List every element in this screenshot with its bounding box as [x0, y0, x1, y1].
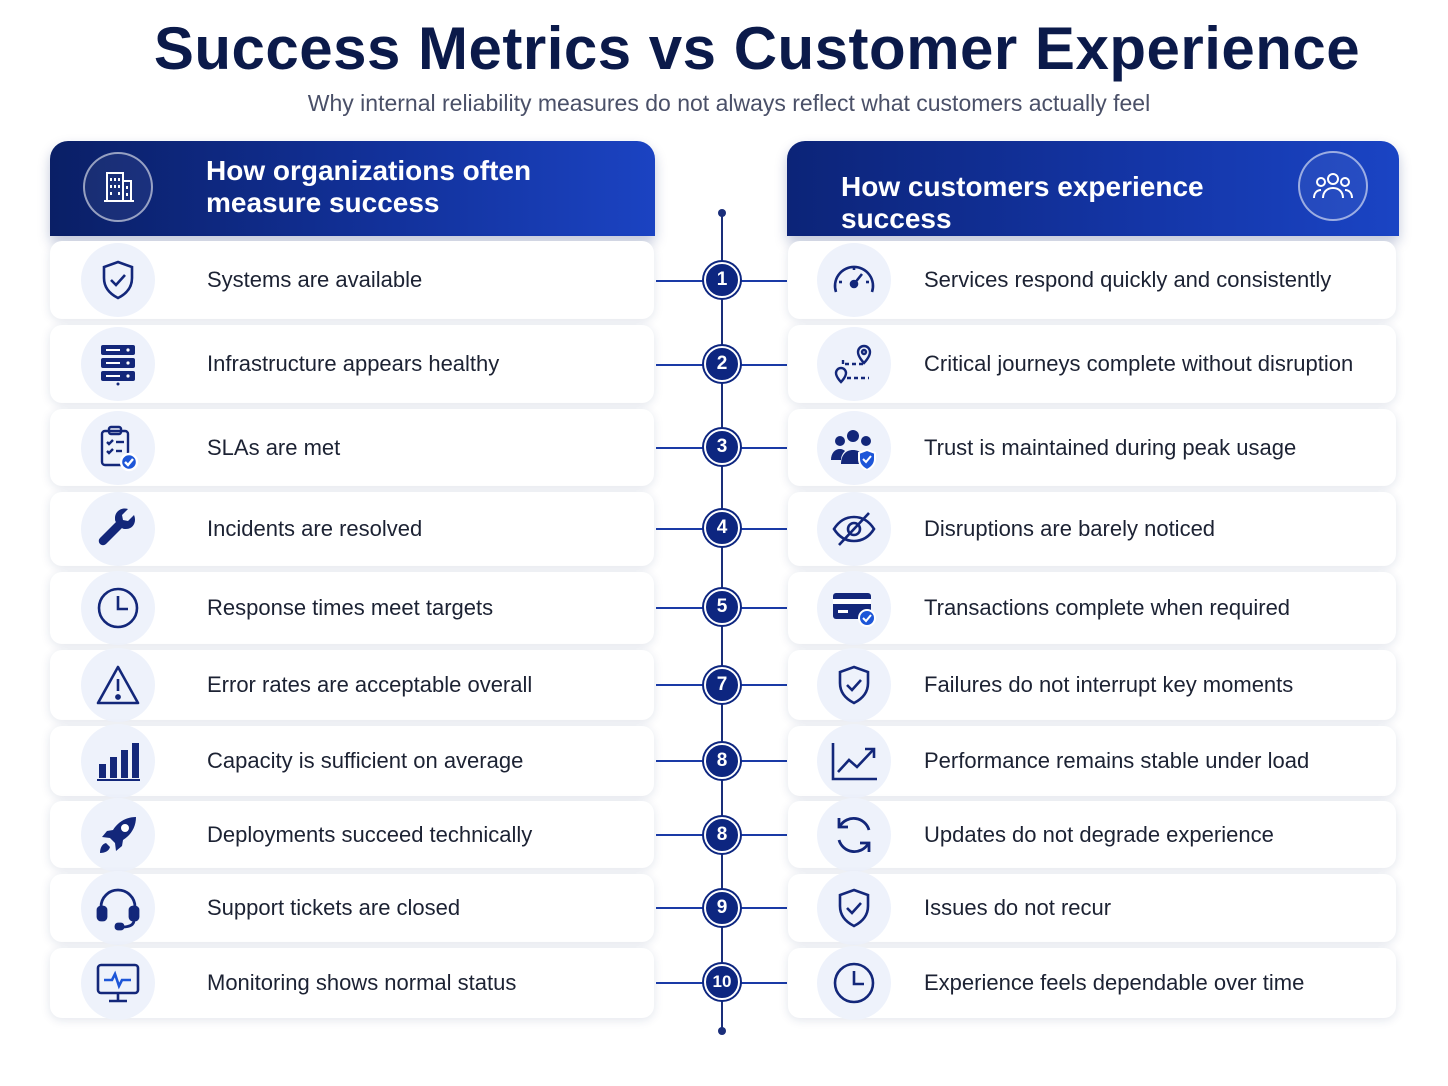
headset-icon: [81, 871, 155, 945]
trend-up-icon: [817, 724, 891, 798]
warning-triangle-icon: [81, 648, 155, 722]
left-header-title: How organizations often measure success: [206, 155, 532, 218]
left-metric-text: Response times meet targets: [207, 595, 494, 620]
clock-icon: [817, 946, 891, 1020]
left-metric-card: Monitoring shows normal status: [50, 946, 654, 1020]
shield-check-icon: [817, 871, 891, 945]
right-experience-text: Failures do not interrupt key moments: [924, 672, 1294, 697]
bar-chart-icon: [81, 724, 155, 798]
right-experience-text: Updates do not degrade experience: [924, 821, 1274, 847]
left-metric-card: Capacity is sufficient on average: [50, 724, 654, 798]
credit-card-check-icon: [817, 571, 891, 645]
left-metric-card: Incidents are resolved: [50, 492, 654, 566]
left-metric-card: Support tickets are closed: [50, 871, 654, 945]
right-experience-card: Updates do not degrade experience: [788, 797, 1396, 872]
left-metric-text: Error rates are acceptable overall: [207, 672, 533, 697]
left-metric-text: Monitoring shows normal status: [207, 970, 517, 995]
right-experience-text: Transactions complete when required: [924, 595, 1291, 620]
left-metric-text: Incidents are resolved: [207, 516, 423, 541]
left-metric-card: Response times meet targets: [50, 571, 654, 645]
row-number-badge: 4: [704, 510, 740, 546]
right-experience-card: Services respond quickly and consistentl…: [788, 241, 1396, 319]
right-experience-text: Disruptions are barely noticed: [924, 516, 1216, 541]
left-metric-text: SLAs are met: [207, 434, 341, 460]
left-metric-text: Systems are available: [207, 267, 423, 292]
left-metric-card: Infrastructure appears healthy: [50, 325, 654, 403]
timeline-end-dot: [718, 1027, 726, 1035]
left-metric-card: Deployments succeed technically: [50, 797, 654, 872]
wrench-icon: [81, 492, 155, 566]
right-experience-card: Disruptions are barely noticed: [788, 492, 1396, 566]
speedometer-icon: [817, 243, 891, 317]
row-number-badge: 5: [704, 589, 740, 625]
timeline-start-dot: [718, 209, 726, 217]
right-column-header: How customers experience success: [787, 141, 1399, 236]
refresh-icon: [817, 797, 891, 872]
right-experience-card: Performance remains stable under load: [788, 724, 1396, 798]
left-metric-text: Infrastructure appears healthy: [207, 351, 500, 376]
row-number-badge: 8: [704, 743, 740, 779]
right-header-title: How customers experience success: [841, 171, 1204, 234]
page-title: Success Metrics vs Customer Experience: [153, 15, 1361, 82]
row-number-badge: 1: [704, 262, 740, 298]
journey-route-icon: [817, 327, 891, 401]
monitor-pulse-icon: [81, 946, 155, 1020]
clipboard-check-icon: [81, 410, 155, 485]
row-number-badge: 10: [704, 964, 740, 1000]
left-metric-card: SLAs are met: [50, 409, 654, 486]
right-experience-card: Failures do not interrupt key moments: [788, 648, 1396, 722]
customers-group-icon: [1298, 151, 1368, 221]
right-experience-text: Trust is maintained during peak usage: [924, 434, 1297, 460]
row-number-badge: 3: [704, 429, 740, 465]
left-metric-text: Capacity is sufficient on average: [207, 748, 524, 773]
clock-icon: [81, 571, 155, 645]
left-metric-text: Deployments succeed technically: [207, 821, 533, 847]
row-number-badge: 7: [704, 667, 740, 703]
left-metric-card: Error rates are acceptable overall: [50, 648, 654, 722]
left-metric-card: Systems are available: [50, 241, 654, 319]
rocket-icon: [81, 797, 155, 872]
people-shield-icon: [817, 410, 891, 485]
left-metric-text: Support tickets are closed: [207, 895, 461, 920]
shield-check-icon: [817, 648, 891, 722]
right-experience-text: Experience feels dependable over time: [924, 970, 1305, 995]
right-experience-text: Critical journeys complete without disru…: [924, 351, 1354, 376]
page-subtitle: Why internal reliability measures do not…: [307, 90, 1151, 116]
row-number-badge: 9: [704, 890, 740, 926]
shield-check-icon: [81, 243, 155, 317]
row-number-badge: 2: [704, 346, 740, 382]
eye-slash-icon: [817, 492, 891, 566]
building-icon: [83, 152, 153, 222]
server-stack-icon: [81, 327, 155, 401]
right-experience-text: Performance remains stable under load: [924, 748, 1310, 773]
right-experience-text: Services respond quickly and consistentl…: [924, 267, 1332, 292]
right-experience-card: Trust is maintained during peak usage: [788, 409, 1396, 486]
right-experience-card: Experience feels dependable over time: [788, 946, 1396, 1020]
right-experience-card: Critical journeys complete without disru…: [788, 325, 1396, 403]
right-experience-card: Issues do not recur: [788, 871, 1396, 945]
left-column-header: How organizations often measure success: [50, 141, 655, 236]
row-number-badge: 8: [704, 817, 740, 853]
right-experience-card: Transactions complete when required: [788, 571, 1396, 645]
right-experience-text: Issues do not recur: [924, 895, 1112, 920]
